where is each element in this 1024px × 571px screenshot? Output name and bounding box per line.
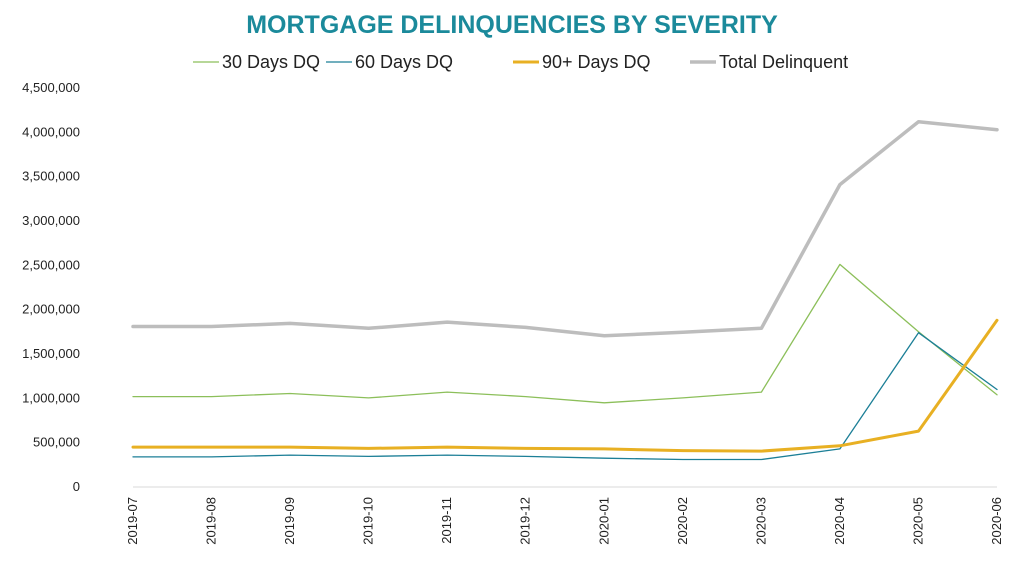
x-axis: 2019-07 2019-08 2019-09 2019-10 2019-11 2019-… (125, 486, 1004, 545)
x-tick-label: 2020-02 (675, 497, 690, 545)
y-tick-label: 4,500,000 (22, 80, 80, 95)
y-tick-label: 4,000,000 (22, 124, 80, 139)
y-tick-label: 3,500,000 (22, 169, 80, 184)
x-tick-label: 2020-06 (989, 497, 1004, 545)
series-line-0 (132, 263, 998, 404)
x-tick-label: 2019-07 (125, 497, 140, 545)
x-tick-label: 2019-08 (204, 497, 219, 545)
x-tick-label: 2019-11 (439, 497, 454, 544)
chart-legend: 30 Days DQ 60 Days DQ 90+ Days DQ Total Del… (193, 52, 848, 72)
legend-entry: 60 Days DQ (355, 52, 453, 72)
series-line-2 (131, 318, 999, 453)
x-tick-label: 2020-04 (832, 497, 847, 545)
legend-entry: 30 Days DQ (222, 52, 320, 72)
y-tick-label: 1,000,000 (22, 390, 80, 405)
x-tick-label: 2019-10 (361, 497, 376, 545)
y-tick-label: 2,000,000 (22, 302, 80, 317)
x-tick-label: 2020-05 (910, 497, 925, 545)
y-tick-label: 3,000,000 (22, 213, 80, 228)
x-tick-label: 2019-09 (282, 497, 297, 545)
y-tick-label: 2,500,000 (22, 257, 80, 272)
y-tick-label: 0 (73, 479, 80, 494)
series-line-3 (131, 119, 999, 338)
series-lines (131, 119, 999, 461)
series-line-1 (132, 332, 998, 461)
y-tick-label: 1,500,000 (22, 346, 80, 361)
chart-title: MORTGAGE DELINQUENCIES BY SEVERITY (246, 11, 778, 39)
y-tick-label: 500,000 (33, 435, 80, 450)
x-tick-label: 2020-03 (753, 497, 768, 545)
x-tick-label: 2019-12 (518, 497, 533, 545)
x-tick-label: 2020-01 (596, 497, 611, 545)
legend-entry: Total Delinquent (719, 52, 848, 72)
legend-entry: 90+ Days DQ (542, 52, 651, 72)
y-axis: 0 500,000 1,000,000 1,500,000 2,000,000 2,500… (22, 80, 80, 494)
